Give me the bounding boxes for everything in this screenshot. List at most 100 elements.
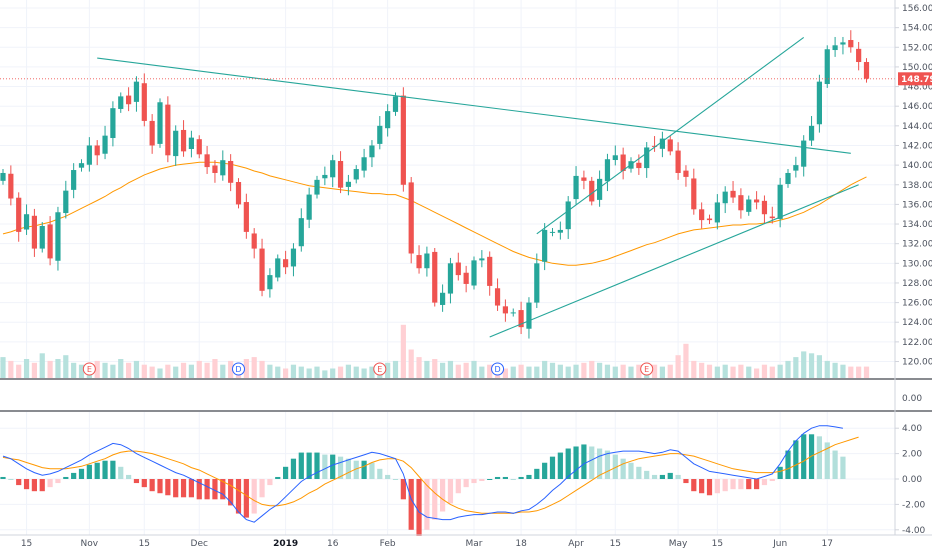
macd-histogram-bar: [769, 479, 775, 482]
volume-bar: [612, 366, 618, 378]
candle-body: [785, 172, 791, 184]
candle-body: [542, 229, 548, 262]
volume-bar: [518, 364, 524, 378]
candle-body: [730, 190, 736, 198]
candle-body: [94, 145, 100, 156]
candle-body: [557, 229, 563, 233]
volume-bar: [400, 324, 406, 378]
volume-bar: [71, 362, 77, 378]
candle-body: [408, 182, 414, 254]
macd-histogram-bar: [432, 479, 438, 520]
volume-bar: [251, 357, 257, 378]
macd-histogram-bar: [235, 479, 242, 514]
volume-bar: [487, 364, 493, 378]
volume-bar: [275, 366, 281, 378]
volume-bar: [141, 364, 147, 378]
volume-bar: [651, 364, 658, 378]
macd-histogram-bar: [400, 479, 406, 500]
candle-body: [801, 140, 807, 167]
macd-histogram-bar: [589, 446, 595, 479]
volume-bar: [212, 359, 218, 378]
candle-body: [455, 262, 461, 276]
earnings-marker[interactable]: [640, 362, 654, 376]
price-tick-label: 142.00: [902, 141, 932, 151]
volume-bar: [785, 360, 791, 378]
time-tick-label: 2019: [273, 539, 298, 549]
trendlines[interactable]: [97, 37, 859, 338]
trendline-descending-resistance[interactable]: [97, 57, 851, 154]
volume-bar: [777, 364, 783, 378]
trendline-channel-upper[interactable]: [536, 37, 805, 235]
volume-bar: [39, 353, 45, 378]
candle-body: [283, 259, 289, 268]
volume-bar: [94, 360, 100, 378]
candle-body: [761, 200, 768, 215]
macd-histogram-bar: [196, 479, 202, 500]
price-tick-label: 140.00: [902, 161, 932, 171]
macd-histogram-bar: [565, 448, 571, 479]
macd-histogram-bar: [440, 479, 446, 512]
candle-body: [651, 145, 658, 147]
candle-body: [0, 172, 6, 181]
macd-histogram-bar: [667, 472, 673, 479]
macd-histogram-bar: [86, 464, 92, 479]
last-price-tag: 148.79: [898, 72, 932, 86]
volume-bar: [188, 364, 194, 378]
candle-body: [298, 218, 304, 247]
macd-histogram-bar: [165, 479, 171, 496]
trendline-ascending-support[interactable]: [489, 184, 859, 338]
volume-bar: [8, 360, 14, 378]
candle-body: [471, 260, 477, 286]
volume-bar: [573, 364, 579, 378]
macd-tick-label: 4.00: [902, 424, 922, 434]
candle-body: [683, 170, 689, 177]
volume-bar: [549, 362, 556, 378]
macd-histogram-bar: [628, 462, 634, 479]
earnings-marker[interactable]: [82, 362, 96, 376]
candle-body: [47, 224, 53, 259]
candle-body: [55, 212, 61, 261]
time-tick-label: 15: [610, 539, 621, 549]
candle-body: [636, 162, 642, 169]
earnings-marker[interactable]: [373, 362, 387, 376]
price-tick-label: 124.00: [902, 318, 932, 328]
macd-histogram-bar: [526, 474, 532, 479]
candle-body: [141, 83, 147, 121]
candle-body: [133, 81, 140, 102]
macd-histogram-bar: [71, 472, 77, 479]
macd-histogram-bar: [479, 479, 485, 482]
time-tick-label: Jun: [772, 539, 787, 549]
candle-body: [220, 160, 226, 176]
candle-body: [534, 263, 540, 303]
candle-body: [604, 159, 611, 182]
macd-histogram-bar: [290, 458, 297, 479]
time-tick-label: 15: [139, 539, 150, 549]
macd-histogram-bar: [581, 444, 587, 479]
volume-bar: [385, 362, 391, 378]
dividend-marker[interactable]: [491, 362, 505, 376]
macd-histogram-bar: [542, 462, 548, 479]
macd-histogram-bar: [746, 479, 752, 490]
macd-histogram-bar: [597, 448, 603, 479]
candle-body: [361, 157, 367, 171]
price-tick-label: 130.00: [902, 259, 932, 269]
volume-bar: [204, 362, 210, 378]
time-tick-label: Nov: [81, 539, 99, 549]
volume-bar: [432, 359, 438, 378]
dividend-marker[interactable]: [232, 362, 245, 376]
candle-body: [345, 181, 351, 187]
macd-histogram-bar: [63, 476, 69, 479]
candle-body: [149, 120, 155, 146]
candle-body: [330, 160, 336, 178]
volume-bar: [824, 360, 830, 378]
macd-histogram-bar: [534, 468, 540, 479]
candle-body: [463, 272, 469, 284]
volume-bar: [636, 364, 642, 378]
candle-body: [385, 111, 391, 129]
macd-histogram-bar: [392, 479, 399, 480]
time-tick-label: Dec: [191, 539, 208, 549]
ma-line: [2, 161, 867, 266]
price-tick-label: 122.00: [902, 338, 932, 348]
